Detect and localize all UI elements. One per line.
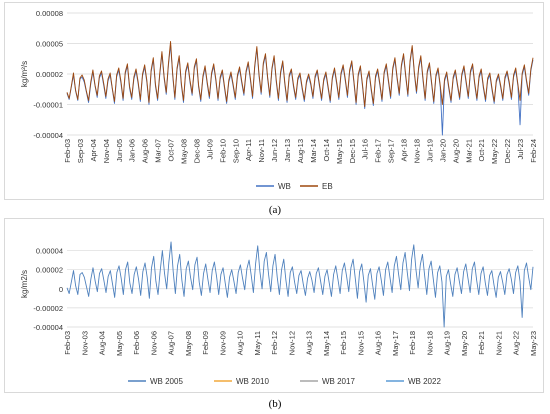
chart-panel-a: 0.00008 0.00005 0.00002 -0.00001 -0.00004 kg/…	[4, 2, 544, 200]
y-tick-label: 0.00008	[36, 9, 63, 18]
x-tick-label: Feb-10	[218, 139, 227, 163]
x-tick-label: Mar-07	[154, 139, 163, 163]
y-axis-label: kg/m2/s	[20, 270, 29, 298]
chart-a-svg: 0.00008 0.00005 0.00002 -0.00001 -0.00004 kg/…	[20, 9, 538, 191]
x-tick-label: Nov-11	[257, 139, 266, 163]
x-tick-label: Nov-18	[413, 139, 422, 163]
x-tick-label: Feb-03	[63, 331, 72, 355]
x-tick-label: May-15	[335, 139, 344, 164]
x-tick-label: Jun-05	[115, 139, 124, 162]
y-tick-label: 0.00004	[36, 247, 63, 256]
series-line-wb-2005	[66, 241, 534, 328]
y-axis-label: kg/m²/s	[20, 61, 29, 87]
legend-label: WB	[278, 182, 291, 191]
x-tick-label: Dec-15	[348, 139, 357, 163]
x-tick-label: Jun-19	[425, 139, 434, 162]
legend-label: WB 2022	[408, 377, 441, 386]
x-tick-label: Oct-07	[167, 139, 176, 162]
x-tick-label: Feb-06	[132, 331, 141, 355]
series-line-wb	[66, 44, 534, 136]
x-tick-label: Aug-13	[296, 139, 305, 163]
y-tick-label: 0.00005	[36, 40, 63, 49]
chart-b-svg: 0.00004 0.00002 0 -0.00002 -0.00004 kg/m2/s Fe…	[20, 241, 538, 386]
x-tick-label: Nov-18	[425, 331, 434, 355]
x-tick-label: Apr-11	[244, 139, 253, 161]
y-tick-label: -0.00004	[33, 131, 63, 140]
x-tick-label: Jan-06	[128, 139, 137, 162]
x-tick-label: Feb-03	[63, 139, 72, 163]
x-tick-label: Mar-14	[309, 139, 318, 163]
x-tick-label: Nov-06	[149, 331, 158, 355]
x-tick-label: May-23	[529, 331, 538, 356]
x-tick-label: Feb-18	[408, 331, 417, 355]
x-tick-label: Jan-20	[438, 139, 447, 162]
x-tick-label: May-14	[322, 331, 331, 356]
x-tick-label: Feb-15	[339, 331, 348, 355]
x-tick-label: Nov-03	[80, 331, 89, 355]
x-tick-label: Jan-13	[283, 139, 292, 162]
x-tick-label: Aug-20	[451, 139, 460, 163]
caption-a: (a)	[268, 204, 282, 216]
x-tick-label: Sep-03	[76, 139, 85, 163]
x-tick-label: Nov-21	[494, 331, 503, 355]
x-tick-label: Oct-21	[477, 139, 486, 162]
legend-label: WB 2005	[150, 377, 183, 386]
y-tick-label: 0.00002	[36, 70, 63, 79]
x-tick-label: Feb-12	[270, 331, 279, 355]
legend-label: WB 2017	[322, 377, 355, 386]
x-tick-label: Nov-04	[102, 139, 111, 163]
x-tick-label: May-20	[460, 331, 469, 356]
x-tick-label: Feb-21	[477, 331, 486, 355]
x-tick-label: Mar-21	[464, 139, 473, 163]
x-tick-label: Apr-18	[400, 139, 409, 162]
x-tick-label: Jun-12	[270, 139, 279, 162]
chart-panel-b: 0.00004 0.00002 0 -0.00002 -0.00004 kg/m2/s Fe…	[4, 218, 544, 393]
x-tick-label: Dec-08	[192, 139, 201, 163]
x-tick-label: May-11	[253, 331, 262, 355]
x-tick-label: Dec-22	[503, 139, 512, 163]
series-line-eb	[66, 41, 534, 107]
x-tick-label: Feb-24	[529, 139, 538, 163]
x-tick-label: May-22	[490, 139, 499, 164]
y-tick-label: -0.00001	[33, 101, 63, 110]
y-tick-label: 0.00002	[36, 266, 63, 275]
x-tick-label: May-08	[184, 331, 193, 356]
x-tick-label: Aug-16	[374, 331, 383, 355]
x-tick-label: Aug-10	[236, 331, 245, 355]
x-tick-label: Aug-07	[167, 331, 176, 355]
x-tick-label: Aug-06	[141, 139, 150, 163]
x-tick-label: Aug-22	[512, 331, 521, 355]
x-tick-label: Sep-10	[231, 139, 240, 163]
x-tick-label: Feb-17	[374, 139, 383, 163]
x-tick-label: Aug-04	[98, 331, 107, 355]
legend-label: WB 2010	[236, 377, 269, 386]
x-tick-label: Feb-09	[201, 331, 210, 355]
caption-b: (b)	[268, 398, 282, 410]
x-tick-label: Nov-09	[218, 331, 227, 355]
x-tick-label: Jul-16	[361, 139, 370, 159]
x-tick-label: Nov-15	[356, 331, 365, 355]
x-tick-label: Nov-12	[287, 331, 296, 355]
x-tick-label: Sep-17	[387, 139, 396, 163]
x-tick-label: May-17	[391, 331, 400, 356]
legend-label: EB	[322, 182, 333, 191]
x-tick-label: Aug-19	[443, 331, 452, 355]
y-tick-label: -0.00002	[33, 304, 63, 313]
y-tick-label: 0	[59, 285, 63, 294]
y-tick-label: -0.00004	[33, 323, 63, 332]
x-tick-label: May-08	[180, 139, 189, 164]
x-tick-label: May-05	[115, 331, 124, 356]
x-tick-label: Jul-09	[205, 139, 214, 159]
x-tick-label: Oct-14	[322, 139, 331, 162]
x-tick-label: Aug-13	[305, 331, 314, 355]
x-tick-label: Apr-04	[89, 139, 98, 162]
x-tick-label: Jul-23	[516, 139, 525, 159]
